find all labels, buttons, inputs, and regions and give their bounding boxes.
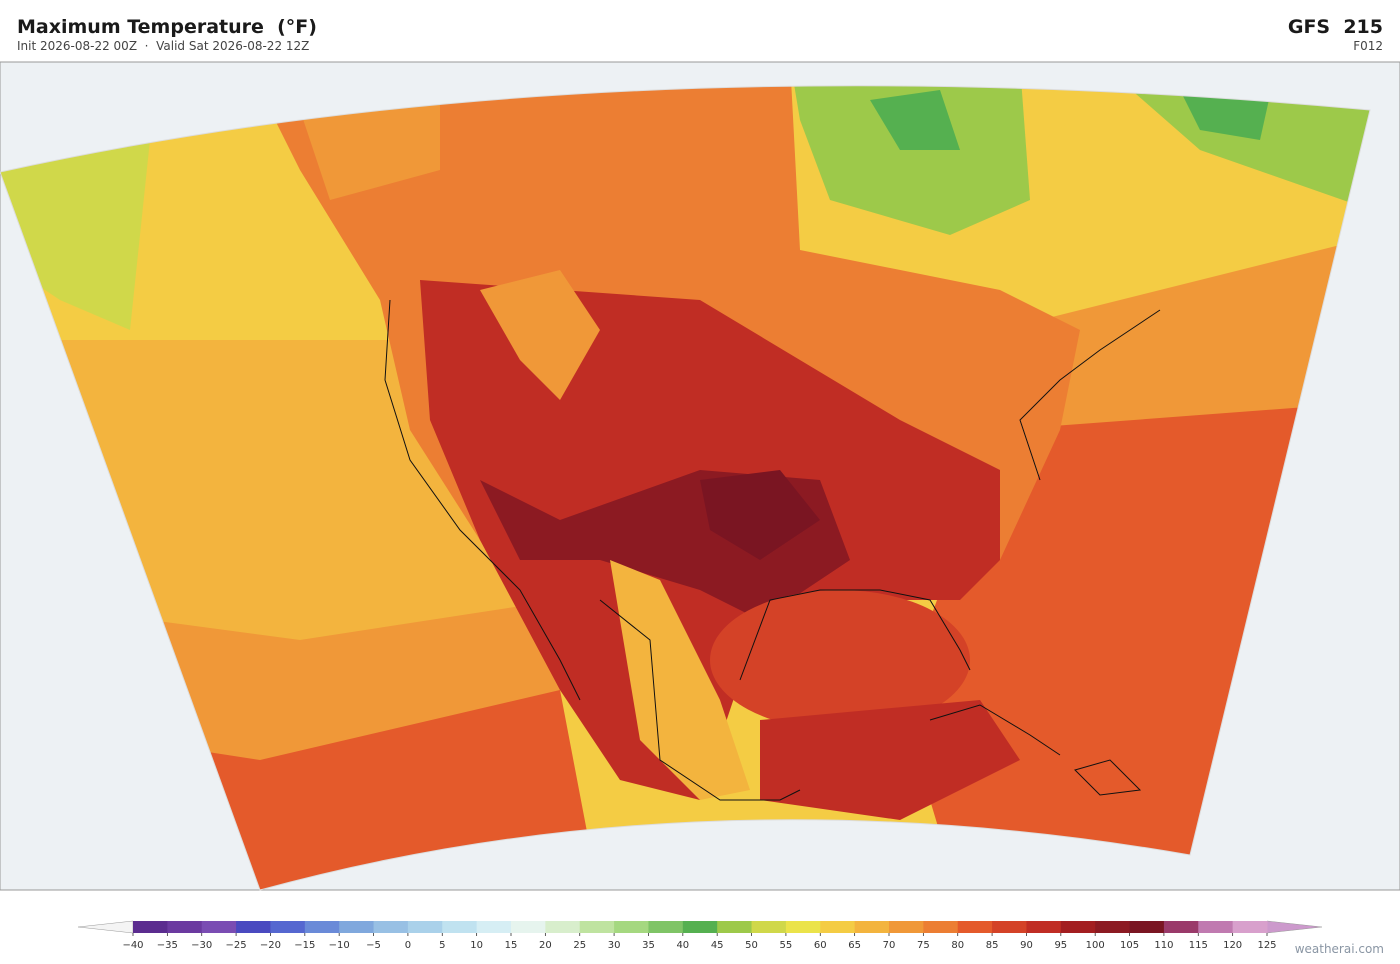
colorbar-tick-label: 15 <box>505 940 518 951</box>
colorbar-tick-label: 10 <box>470 940 483 951</box>
colorbar-bin <box>820 921 856 933</box>
colorbar-bin <box>236 921 271 933</box>
colorbar-tick-label: 20 <box>539 940 552 951</box>
colorbar-tick-label: 125 <box>1257 940 1276 951</box>
colorbar-bin <box>1026 921 1062 933</box>
coastline <box>929 704 1142 796</box>
colorbar-tick-label: 40 <box>676 940 689 951</box>
colorbar-tick-label: 30 <box>608 940 621 951</box>
colorbar-tick-label: 35 <box>642 940 655 951</box>
colorbar-tick-label: 80 <box>951 940 964 951</box>
colorbar-tick-label: 50 <box>745 940 758 951</box>
colorbar-bin <box>717 921 753 933</box>
colorbar-bin <box>751 921 787 933</box>
colorbar-bin <box>304 921 340 933</box>
colorbar-tick-label: −30 <box>191 940 212 951</box>
colorbar-bin <box>992 921 1027 933</box>
colorbar-tick-label: 25 <box>573 940 586 951</box>
colorbar-tick-label: 5 <box>439 940 445 951</box>
colorbar-bin <box>167 921 203 933</box>
coastline <box>384 299 1161 801</box>
colorbar-bin <box>339 921 375 933</box>
colorbar-bin <box>957 921 993 933</box>
colorbar-bin <box>201 921 237 933</box>
forecast-hour: F012 <box>1353 39 1383 53</box>
colorbar-bin <box>923 921 959 933</box>
colorbar-bin <box>1232 921 1268 933</box>
colorbar-bin <box>442 921 478 933</box>
colorbar-tick-label: −25 <box>226 940 247 951</box>
colorbar-tick-label: −10 <box>329 940 350 951</box>
colorbar-bin <box>270 921 306 933</box>
colorbar-bin <box>1095 921 1131 933</box>
title: Maximum Temperature (°F) <box>17 16 317 38</box>
colorbar-tick-label: 115 <box>1189 940 1208 951</box>
colorbar-tick-label: 90 <box>1020 940 1033 951</box>
colorbar-bin <box>1163 921 1199 933</box>
colorbar-tick-label: 85 <box>986 940 999 951</box>
colorbar-bin <box>579 921 615 933</box>
colorbar-bin <box>648 921 684 933</box>
colorbar-tick-label: 0 <box>405 940 411 951</box>
subtitle: Init 2026-08-22 00Z · Valid Sat 2026-08-… <box>17 39 310 53</box>
colorbar-bin <box>1060 921 1096 933</box>
colorbar-bin <box>614 921 649 933</box>
colorbar-tick-label: 55 <box>780 940 793 951</box>
colorbar-bin <box>785 921 821 933</box>
credit: weatherai.com <box>1294 942 1384 956</box>
colorbar-bin <box>476 921 512 933</box>
domain-edge <box>0 85 1371 891</box>
colorbar-tick-label: −5 <box>366 940 381 951</box>
colorbar-bin <box>1198 921 1234 933</box>
colorbar-bin <box>545 921 581 933</box>
colorbar-bin <box>682 921 718 933</box>
colorbar-under <box>77 920 134 934</box>
model: GFS 215 <box>1287 16 1383 38</box>
colorbar-over <box>1266 920 1323 934</box>
colorbar-tick-label: 70 <box>883 940 896 951</box>
colorbar-tick-label: 75 <box>917 940 930 951</box>
colorbar-bin <box>511 921 546 933</box>
colorbar-tick-label: 60 <box>814 940 827 951</box>
colorbar-tick-label: 110 <box>1154 940 1173 951</box>
colorbar-tick-label: 65 <box>848 940 861 951</box>
colorbar: −40 −35 −30 −25 −20 −15 −10 −5 0 5 10 15 20 25 30 35 40 4… <box>77 920 1323 951</box>
colorbar-bin <box>889 921 924 933</box>
colorbar-tick-label: −35 <box>157 940 178 951</box>
colorbar-tick-label: 105 <box>1120 940 1139 951</box>
colorbar-bin <box>407 921 443 933</box>
colorbar-bin <box>1129 921 1165 933</box>
colorbar-tick-label: 100 <box>1086 940 1105 951</box>
colorbar-tick-label: −20 <box>260 940 281 951</box>
colorbar-bin <box>373 921 409 933</box>
colorbar-tick-label: −40 <box>122 940 143 951</box>
colorbar-tick-label: −15 <box>294 940 315 951</box>
colorbar-bin <box>854 921 890 933</box>
colorbar-tick-label: 120 <box>1223 940 1242 951</box>
colorbar-tick-label: 95 <box>1054 940 1067 951</box>
colorbar-tick-label: 45 <box>711 940 724 951</box>
colorbar-bin <box>133 921 168 933</box>
